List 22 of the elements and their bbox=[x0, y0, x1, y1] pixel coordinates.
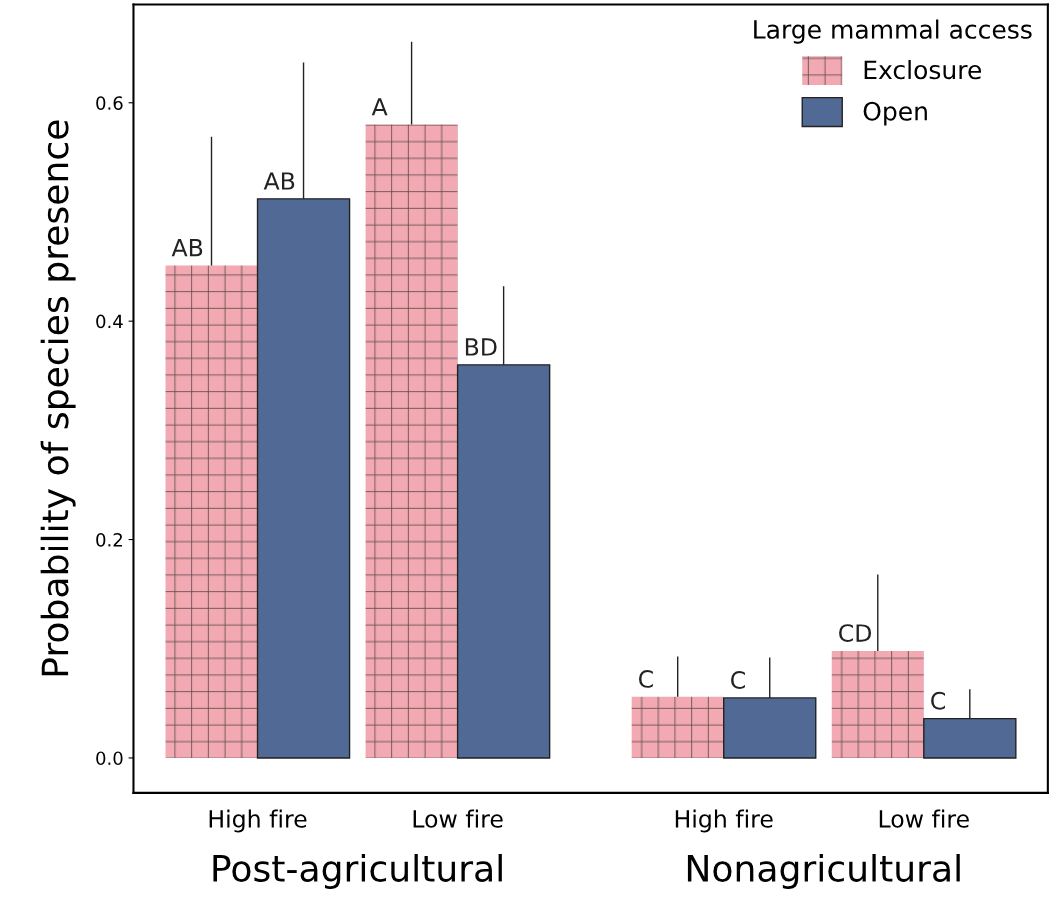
text: Nonagricultural bbox=[687, 853, 960, 889]
data-label: AB bbox=[171, 238, 203, 257]
y-tick-label: 0.6 bbox=[96, 96, 123, 110]
data-label: A bbox=[371, 98, 388, 116]
y-tick-label: 0.4 bbox=[96, 314, 123, 329]
x-tick-label: Low fire bbox=[413, 809, 503, 828]
data-label: BD bbox=[465, 338, 497, 356]
x-tick-label: Low fire bbox=[879, 809, 969, 828]
y-axis-title: Probability of species presence bbox=[40, 120, 76, 676]
data-label: AB bbox=[263, 172, 295, 190]
legend-label: Exclosure bbox=[864, 59, 982, 80]
y-tick-label: 0.0 bbox=[96, 751, 123, 766]
x-tick-label: High fire bbox=[675, 809, 773, 833]
data-label: C bbox=[639, 669, 653, 688]
data-label: CD bbox=[839, 624, 872, 642]
data-label: C bbox=[731, 671, 745, 689]
legend-label: Open bbox=[863, 101, 927, 126]
x-tick-label: High fire bbox=[209, 809, 307, 833]
legend-title: Large mammal access bbox=[754, 19, 1032, 44]
y-tick-label: 0.2 bbox=[96, 533, 122, 547]
text: Post-agricultural bbox=[213, 853, 502, 889]
data-label: C bbox=[931, 691, 946, 710]
